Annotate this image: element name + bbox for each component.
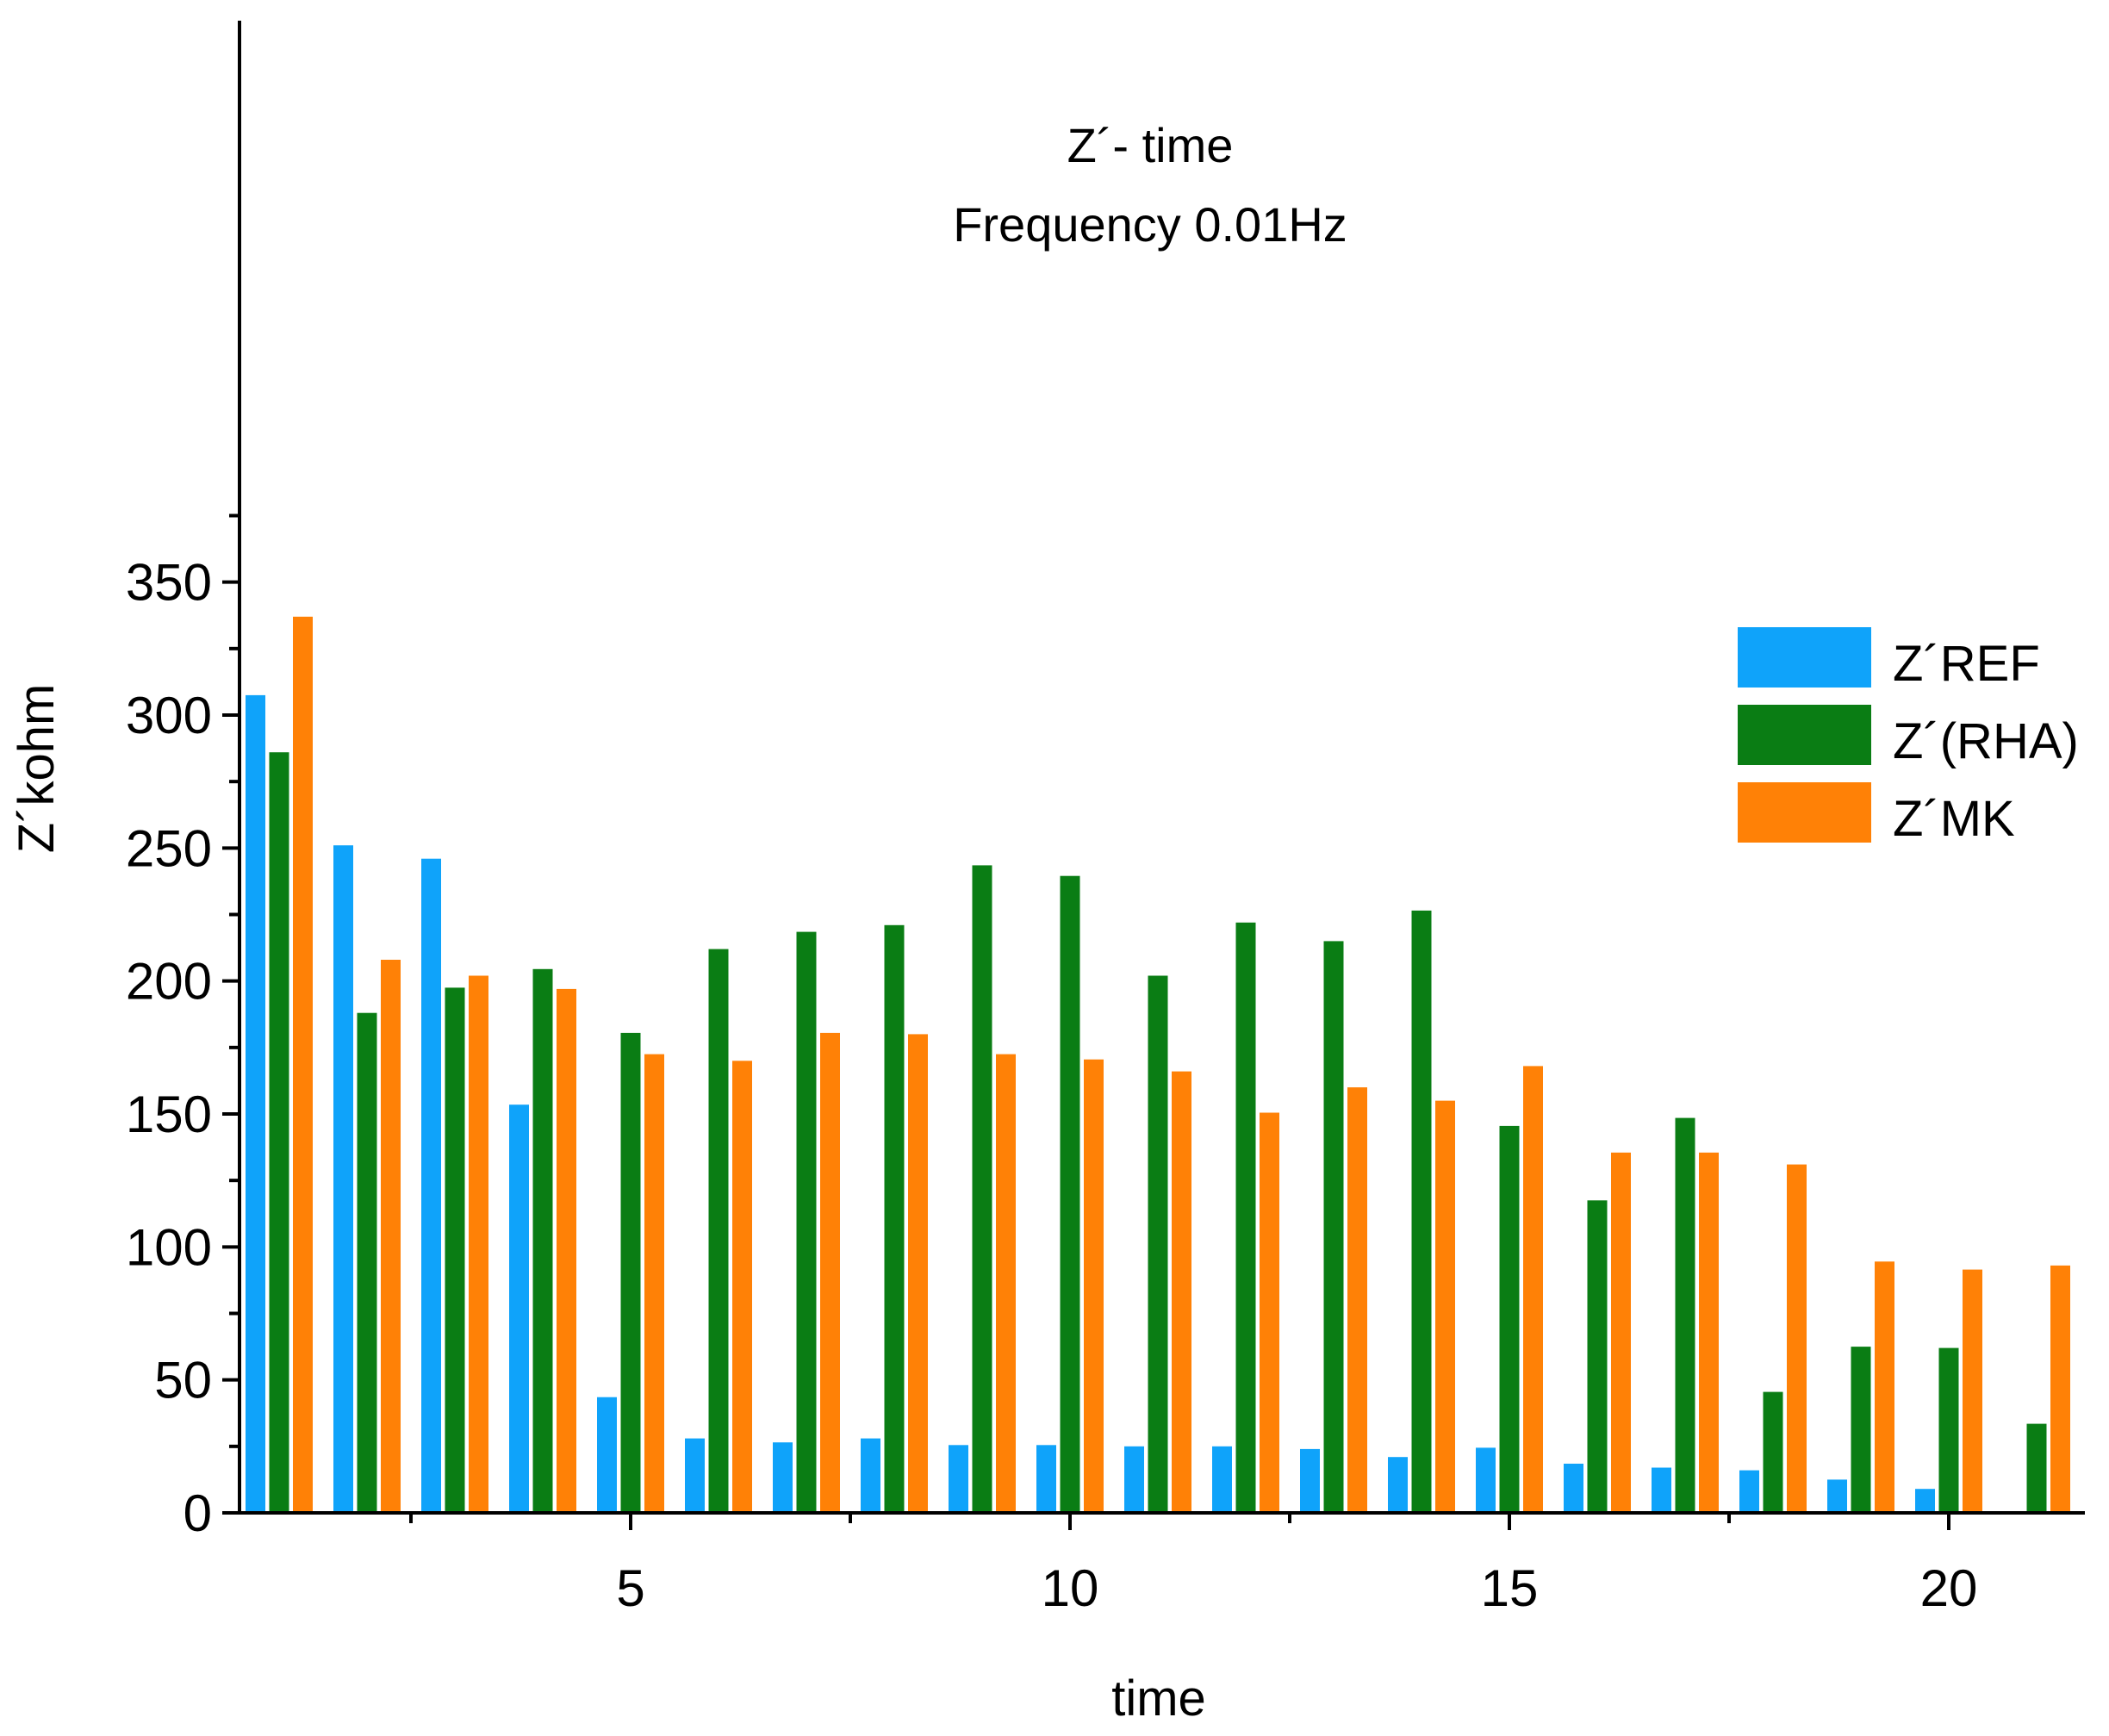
bar-mk-20	[1963, 1269, 1982, 1513]
bar-mk-10	[1084, 1059, 1104, 1513]
bar-mk-15	[1523, 1066, 1543, 1513]
bar-ref-10	[1036, 1445, 1056, 1513]
bar-mk-18	[1787, 1164, 1807, 1513]
bar-ref-17	[1652, 1467, 1671, 1513]
bar-ref-11	[1124, 1446, 1144, 1513]
ticks-group: 0 50 100 150 200 250 300 350 5 10 15 20	[126, 513, 1978, 1617]
bar-ref-15	[1476, 1447, 1496, 1513]
axes-group	[238, 21, 2085, 1515]
bar-mk-8	[908, 1034, 928, 1513]
y-tick-label: 0	[184, 1484, 212, 1542]
bar-mk-6	[732, 1061, 752, 1513]
bar-rha-12	[1235, 922, 1256, 1513]
bar-ref-19	[1827, 1479, 1847, 1513]
bar-rha-10	[1060, 875, 1080, 1513]
y-axis-title: Z´kohm	[9, 684, 65, 854]
bar-rha-3	[445, 987, 465, 1513]
bar-mk-13	[1347, 1087, 1367, 1513]
x-tick-label: 10	[1042, 1559, 1099, 1617]
bar-mk-16	[1611, 1152, 1631, 1513]
y-tick-label: 100	[126, 1218, 212, 1276]
bar-ref-20	[1915, 1489, 1935, 1513]
bar-ref-6	[685, 1438, 705, 1513]
legend-label-mk: Z´MK	[1893, 791, 2015, 847]
bar-mk-19	[1875, 1261, 1894, 1513]
y-tick-label: 50	[154, 1352, 212, 1409]
bar-ref-8	[861, 1438, 880, 1513]
bar-rha-6	[708, 949, 729, 1513]
bar-ref-13	[1300, 1448, 1320, 1513]
bar-mk-9	[996, 1054, 1016, 1513]
bar-rha-4	[532, 968, 553, 1513]
bar-rha-5	[620, 1032, 641, 1513]
bar-ref-14	[1388, 1457, 1408, 1513]
bar-rha-14	[1411, 910, 1432, 1513]
bar-rha-21	[2026, 1423, 2047, 1513]
chart-subtitle: Frequency 0.01Hz	[953, 197, 1347, 252]
bar-rha-7	[796, 931, 817, 1513]
legend: Z´REF Z´(RHA) Z´MK	[1738, 627, 2079, 847]
bar-ref-1	[246, 694, 265, 1513]
bar-rha-11	[1148, 975, 1168, 1513]
bar-ref-3	[421, 858, 441, 1513]
bar-ref-5	[597, 1397, 617, 1513]
bar-rha-2	[357, 1012, 377, 1513]
legend-swatch-mk	[1738, 782, 1871, 843]
bar-ref-4	[509, 1104, 529, 1513]
bars-group	[246, 616, 2070, 1513]
legend-label-ref: Z´REF	[1893, 636, 2040, 692]
bar-mk-7	[820, 1032, 840, 1513]
y-tick-label: 300	[126, 687, 212, 744]
bar-mk-21	[2050, 1265, 2070, 1513]
bar-rha-16	[1587, 1200, 1608, 1513]
legend-label-rha: Z´(RHA)	[1893, 713, 2079, 769]
bar-ref-16	[1564, 1463, 1583, 1513]
y-tick-label: 200	[126, 953, 212, 1011]
bar-rha-18	[1763, 1391, 1783, 1513]
legend-swatch-ref	[1738, 627, 1871, 688]
x-tick-label: 15	[1481, 1559, 1539, 1617]
bar-rha-1	[269, 752, 289, 1513]
bar-ref-9	[949, 1445, 968, 1513]
bar-ref-12	[1212, 1446, 1232, 1513]
bar-ref-7	[773, 1442, 793, 1513]
bar-rha-17	[1675, 1117, 1695, 1513]
bar-mk-1	[293, 616, 313, 1513]
bar-mk-11	[1172, 1071, 1191, 1513]
bar-ref-2	[333, 845, 353, 1513]
bar-ref-18	[1739, 1470, 1759, 1513]
x-tick-label: 20	[1920, 1559, 1978, 1617]
bar-rha-13	[1323, 941, 1344, 1513]
bar-rha-8	[884, 924, 905, 1513]
bar-mk-4	[557, 988, 576, 1513]
bar-mk-3	[469, 975, 488, 1513]
y-tick-label: 350	[126, 554, 212, 612]
bar-mk-14	[1435, 1100, 1455, 1513]
bar-rha-20	[1938, 1347, 1959, 1513]
bar-mk-12	[1260, 1112, 1279, 1513]
y-tick-label: 150	[126, 1086, 212, 1143]
bar-mk-5	[644, 1054, 664, 1513]
bar-rha-15	[1499, 1125, 1520, 1513]
y-tick-label: 250	[126, 819, 212, 877]
legend-swatch-rha	[1738, 705, 1871, 765]
bar-mk-2	[381, 960, 401, 1513]
x-axis-title: time	[1111, 1671, 1206, 1727]
bar-rha-19	[1851, 1347, 1871, 1513]
bar-mk-17	[1699, 1152, 1719, 1513]
x-tick-label: 5	[616, 1559, 644, 1617]
bar-rha-9	[972, 865, 992, 1513]
chart-title: Z´- time	[1067, 118, 1234, 172]
